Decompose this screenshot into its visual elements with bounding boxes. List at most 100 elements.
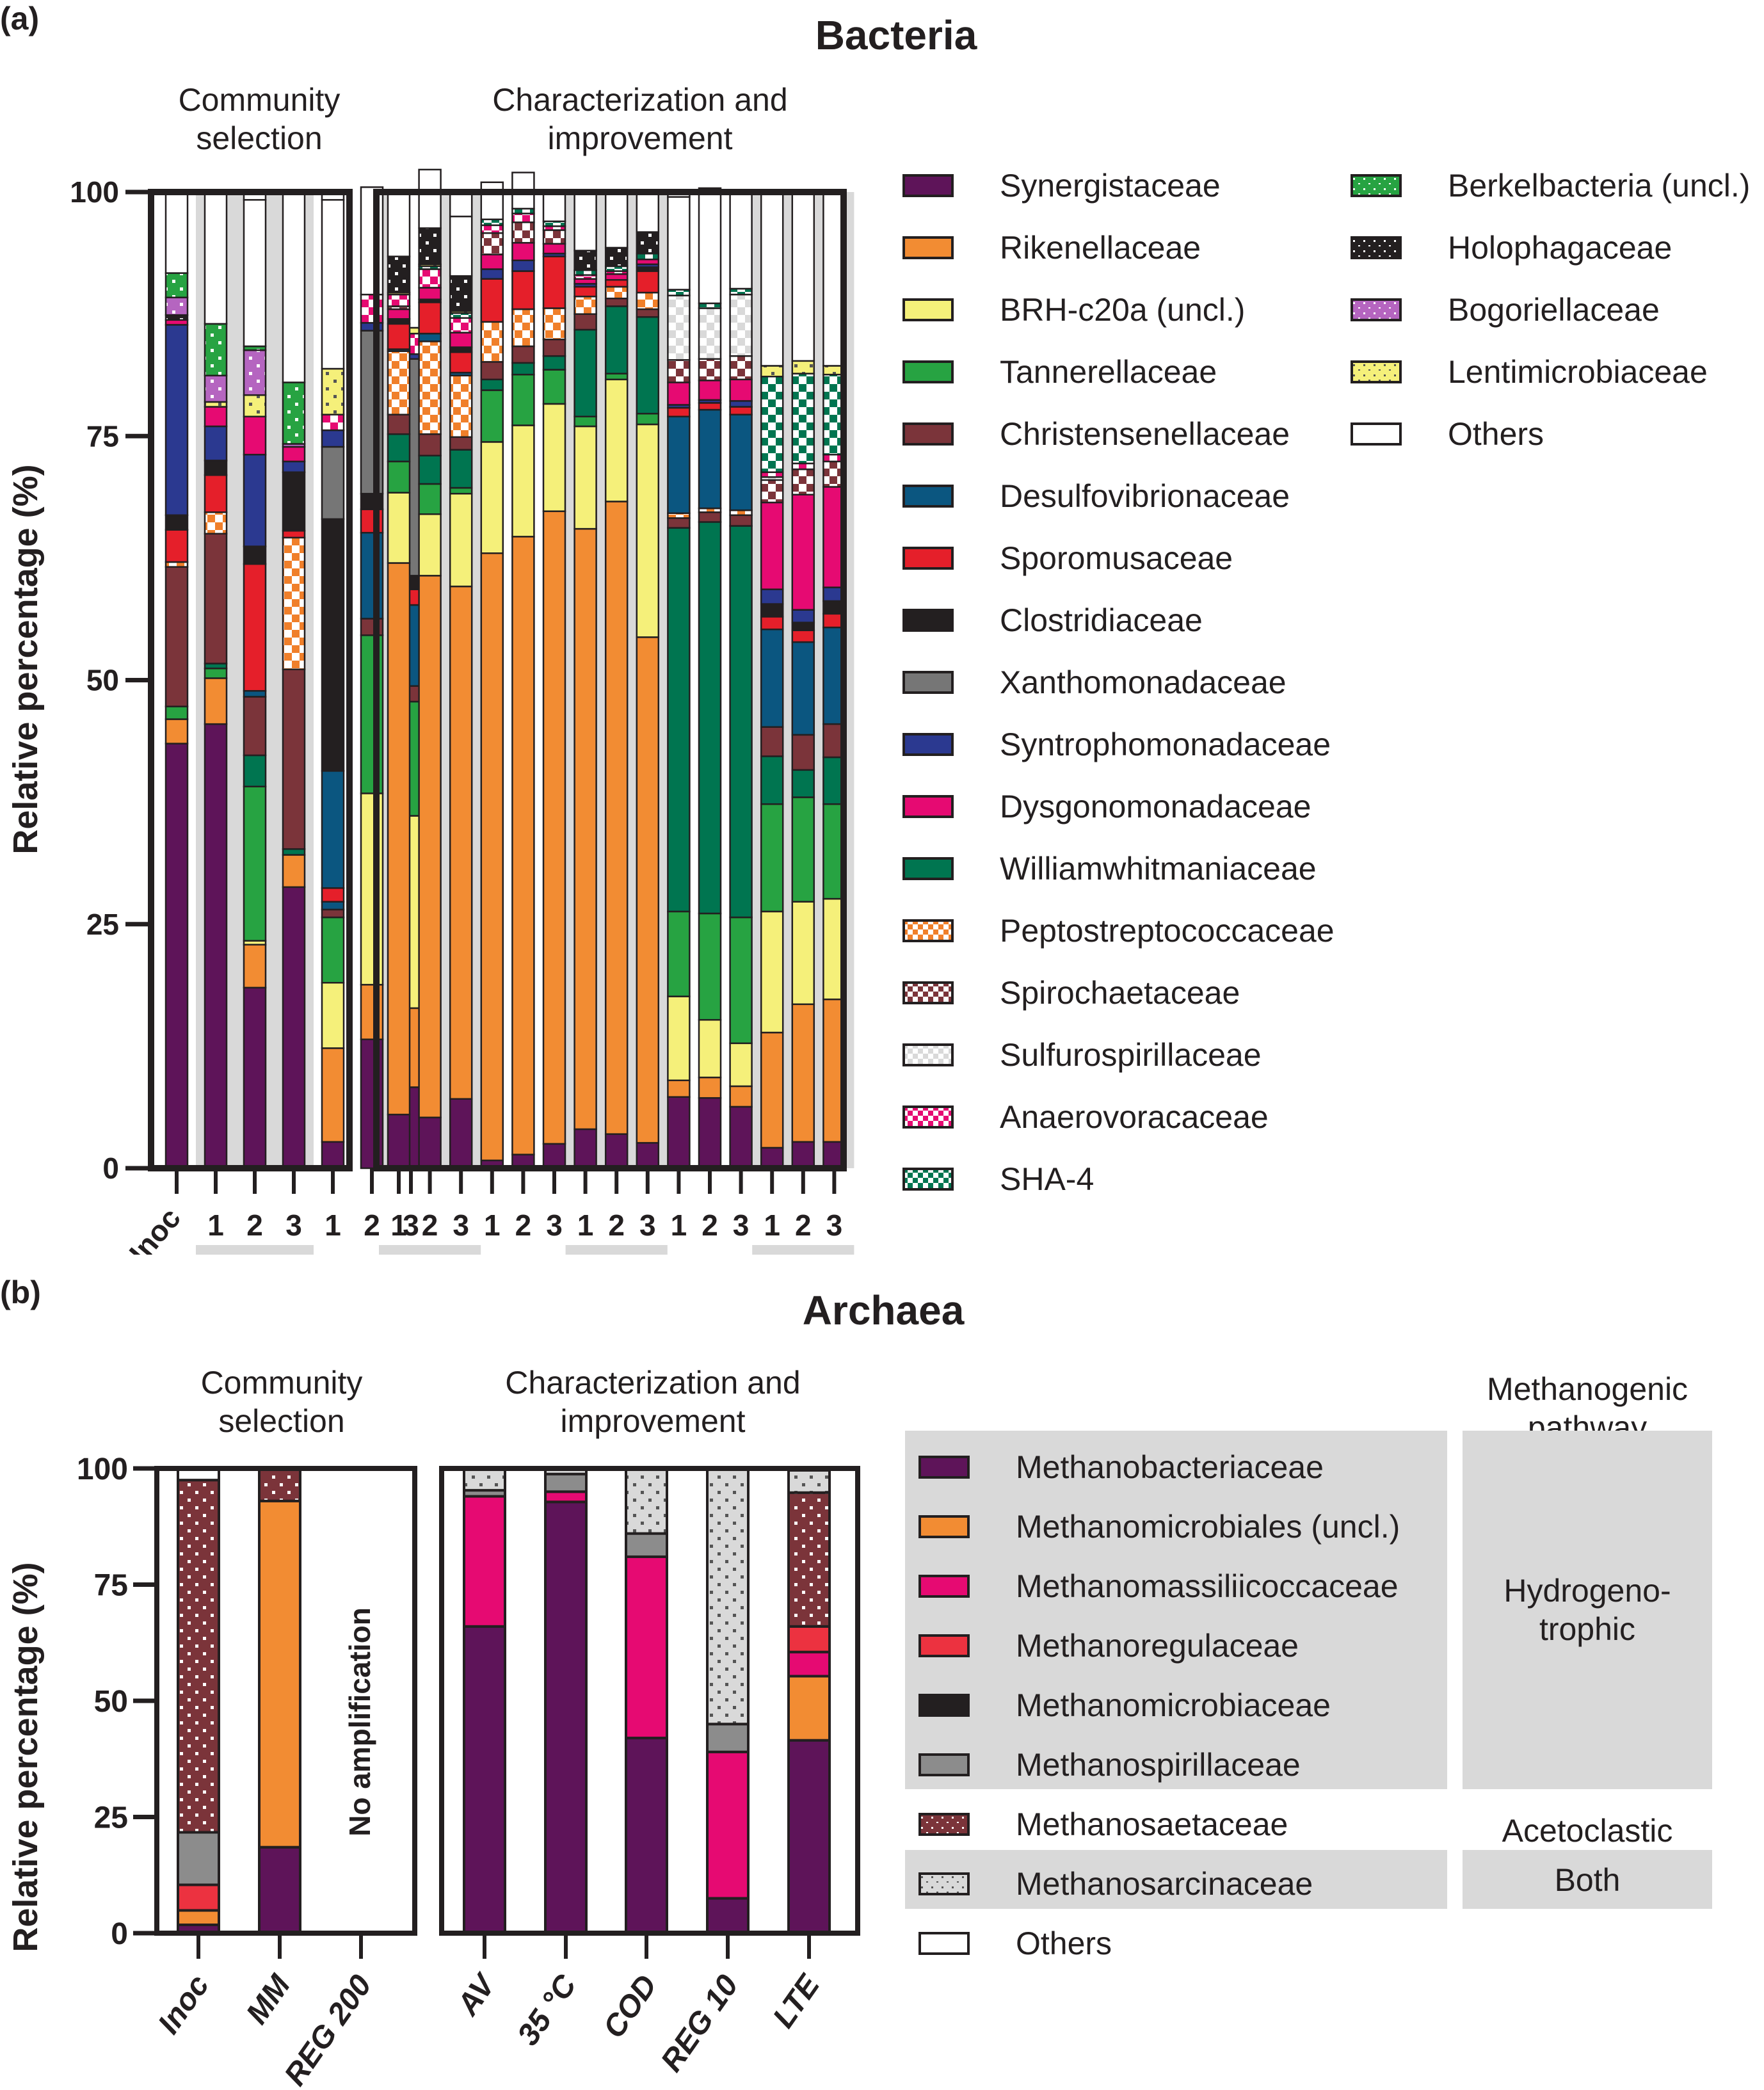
segment-spirochaetaceae — [511, 221, 535, 244]
both-taxa-box — [905, 1850, 1447, 1909]
segment-spirochaetaceae — [698, 358, 722, 382]
segment-brh-c20a-uncl — [791, 901, 815, 1006]
segment-williamwhitmaniaceae — [729, 525, 753, 919]
segment-rikenellaceae — [573, 527, 597, 1130]
y-tick-label: 0 — [111, 1917, 128, 1951]
segment-rikenellaceae — [636, 636, 660, 1144]
segment-anaerovoracaceae — [387, 293, 411, 307]
archaea-legend-item-methanosarcinaceae: Methanosarcinaceae — [918, 1865, 1313, 1903]
segment-dysgonomonadaceae — [243, 415, 267, 456]
segment-holophagaceae — [604, 246, 629, 268]
legend-swatch-sha-4-icon — [902, 1168, 954, 1191]
segment-williamwhitmaniaceae — [636, 316, 660, 415]
segment-methanomassiliicoccaceae — [463, 1495, 506, 1628]
bar-av-3 — [449, 191, 473, 1170]
segment-peptostreptococcaceae — [604, 285, 629, 300]
archaea-section-1-title: Community selection — [200, 1365, 363, 1439]
segment-methanoregulaceae — [177, 1883, 220, 1912]
legend-item-spirochaetaceae: Spirochaetaceae — [902, 974, 1240, 1012]
segment-brh-c20a-uncl — [636, 423, 660, 638]
legend-swatch-methanomicrobiaceae-icon — [918, 1694, 970, 1717]
segment-bogoriellaceae — [204, 374, 228, 403]
segment-spirochaetaceae — [791, 468, 815, 496]
segment-tannerellaceae — [511, 373, 535, 426]
legend-swatch-desulfovibrionaceae-icon — [902, 485, 954, 508]
segment-williamwhitmaniaceae — [511, 362, 535, 376]
legend-item-williamwhitmaniaceae: Williamwhitmaniaceae — [902, 849, 1317, 888]
segment-others — [449, 215, 473, 277]
segment-others — [204, 191, 228, 325]
segment-sha-4 — [667, 289, 691, 296]
legend-item-brh-c20a-uncl: BRH-c20a (uncl.) — [902, 291, 1245, 329]
segment-williamwhitmaniaceae — [243, 754, 267, 787]
segment-sporomusaceae — [636, 270, 660, 294]
segment-christensenellaceae — [511, 345, 535, 364]
legend-swatch-peptostreptococcaceae-icon — [902, 919, 954, 942]
segment-christensenellaceae — [667, 517, 691, 529]
segment-sporomusaceae — [243, 563, 267, 692]
segment-others — [418, 168, 442, 229]
segment-sha-4 — [791, 373, 815, 465]
segment-williamwhitmaniaceae — [449, 449, 473, 489]
segment-rikenellaceae — [387, 562, 411, 1116]
segment-peptostreptococcaceae — [573, 295, 597, 315]
y-tick-label: 100 — [70, 175, 119, 209]
segment-tannerellaceae — [164, 705, 189, 720]
group-label-shade — [196, 1245, 314, 1255]
legend-label: Spirochaetaceae — [1000, 975, 1240, 1011]
y-tick-label: 25 — [86, 908, 119, 941]
legend-swatch-others-icon — [918, 1932, 970, 1955]
archaea-bar-cod — [625, 1467, 668, 1934]
segment-peptostreptococcaceae — [480, 321, 504, 363]
legend-label: Clostridiaceae — [1000, 602, 1203, 638]
segment-synergistaceae — [604, 1133, 629, 1170]
archaea-legend-item-methanospirillaceae: Methanospirillaceae — [918, 1746, 1301, 1784]
segment-christensenellaceae — [449, 436, 473, 451]
replicate-label: 2 — [422, 1209, 438, 1242]
legend-label: Lentimicrobiaceae — [1448, 354, 1708, 390]
segment-sulfurospirillaceae — [667, 294, 691, 361]
segment-tannerellaceae — [321, 916, 345, 984]
segment-sporomusaceae — [449, 351, 473, 374]
panel-a-label: (a) — [0, 1, 40, 36]
hydrogenotrophic-pathway-box — [1463, 1431, 1712, 1789]
segment-brh-c20a-uncl — [511, 424, 535, 538]
legend-label: Syntrophomonadaceae — [1000, 727, 1331, 762]
legend-label: Bogoriellaceae — [1448, 292, 1660, 328]
segment-anaerovoracaceae — [321, 414, 345, 431]
segment-rikenellaceae — [282, 854, 306, 888]
segment-lentimicrobiaceae — [760, 365, 784, 378]
legend-item-berkelbacteria-uncl: Berkelbacteria (uncl.) — [1351, 166, 1750, 205]
segment-methanosarcinaceae — [787, 1468, 831, 1494]
segment-synergistaceae — [321, 1141, 345, 1170]
segment-methanobacteriaceae — [625, 1737, 668, 1934]
segment-dysgonomonadaceae — [729, 378, 753, 402]
archaea-legend-item-others: Others — [918, 1924, 1112, 1963]
legend-label: Rikenellaceae — [1000, 230, 1201, 266]
hydrogenotrophic-taxa-box — [905, 1431, 1447, 1789]
segment-christensenellaceae — [282, 668, 306, 850]
segment-tannerellaceae — [204, 667, 228, 679]
bacteria-title: Bacteria — [815, 12, 977, 58]
segment-holophagaceae — [418, 227, 442, 266]
segment-others — [760, 189, 784, 367]
segment-methanosaetaceae — [787, 1491, 831, 1628]
segment-dysgonomonadaceae — [791, 494, 815, 611]
legend-swatch-methanobacteriaceae-icon — [918, 1456, 970, 1479]
replicate-label: 1 — [577, 1209, 594, 1242]
legend-item-sporomusaceae: Sporomusaceae — [902, 539, 1233, 577]
segment-christensenellaceae — [573, 313, 597, 331]
legend-swatch-rikenellaceae-icon — [902, 236, 954, 259]
segment-methanobacteriaceae — [258, 1845, 301, 1934]
category-label-cod: COD — [597, 1969, 664, 2045]
legend-label: SHA-4 — [1000, 1161, 1094, 1197]
legend-swatch-sporomusaceae-icon — [902, 547, 954, 570]
segment-sporomusaceae — [387, 323, 411, 350]
segment-tannerellaceae — [542, 369, 566, 405]
legend-item-lentimicrobiaceae: Lentimicrobiaceae — [1351, 353, 1708, 391]
segment-clostridiaceae — [282, 471, 306, 532]
segment-dysgonomonadaceae — [760, 501, 784, 590]
bar-reg-200-1 — [321, 191, 345, 1170]
archaea-bar-35-c — [544, 1467, 588, 1935]
bar-mm-3 — [282, 191, 306, 1170]
